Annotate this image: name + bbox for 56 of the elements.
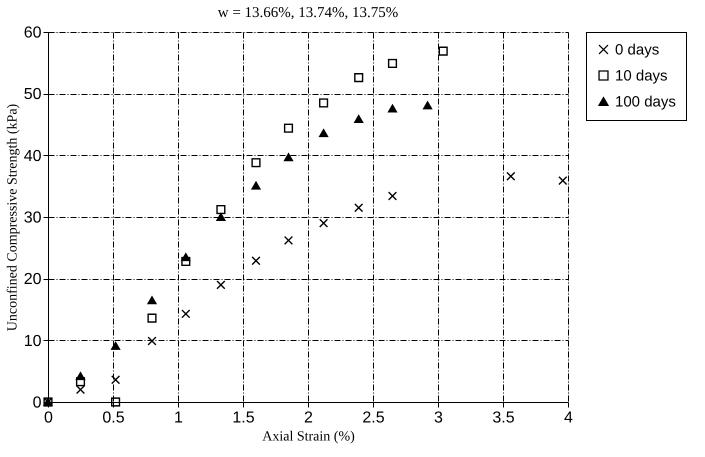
point	[284, 124, 294, 133]
point	[388, 104, 398, 113]
point	[76, 372, 86, 380]
point	[216, 205, 226, 214]
point	[319, 218, 328, 228]
x-tick-label: 3	[434, 410, 444, 426]
point	[251, 256, 261, 266]
point	[319, 98, 328, 108]
chart-title: w = 13.66%, 13.74%, 13.75%	[218, 5, 398, 21]
point	[354, 114, 364, 124]
point	[251, 181, 261, 190]
x-tick-label: 2.5	[362, 410, 385, 426]
x-tick-label: 1	[174, 410, 184, 426]
x-tick-label: 1.5	[232, 410, 255, 426]
point	[284, 153, 294, 162]
point	[181, 256, 190, 266]
y-tick-label: 0	[32, 394, 42, 412]
point	[251, 158, 261, 168]
x-tick-label: 4	[564, 410, 574, 426]
point	[558, 176, 568, 186]
x-tick-label: 2	[304, 410, 314, 426]
y-tick-label: 10	[24, 332, 42, 350]
point	[76, 385, 86, 394]
legend-label: 10 days	[615, 68, 668, 84]
point	[354, 203, 364, 212]
point	[147, 336, 157, 346]
x-tick-label: 3.5	[492, 410, 515, 426]
point	[216, 280, 226, 290]
point	[147, 296, 157, 304]
legend-label: 0 days	[615, 42, 660, 58]
y-axis-title: Unconfined Compressive Strength (kPa)	[6, 103, 21, 332]
point	[388, 58, 398, 68]
point	[388, 191, 398, 201]
y-tick-label: 60	[24, 24, 42, 42]
point	[284, 236, 294, 246]
point	[506, 172, 516, 181]
point	[354, 73, 364, 82]
point	[147, 314, 157, 323]
y-tick-label: 20	[24, 271, 42, 288]
y-tick-label: 30	[24, 210, 42, 226]
point	[76, 377, 86, 386]
point	[181, 253, 190, 262]
point	[216, 212, 226, 222]
legend-label: 100 days	[615, 94, 676, 110]
x-tick-label: 0.5	[102, 410, 125, 426]
point	[111, 342, 120, 350]
point	[111, 397, 120, 407]
x-axis-title: Axial Strain (%)	[262, 430, 356, 444]
point	[319, 129, 328, 138]
y-tick-label: 40	[24, 148, 42, 165]
point	[423, 101, 432, 110]
x-tick-label: 0	[44, 410, 54, 426]
point	[438, 46, 448, 56]
point	[181, 309, 190, 318]
point	[111, 375, 120, 384]
y-tick-label: 50	[24, 86, 42, 104]
